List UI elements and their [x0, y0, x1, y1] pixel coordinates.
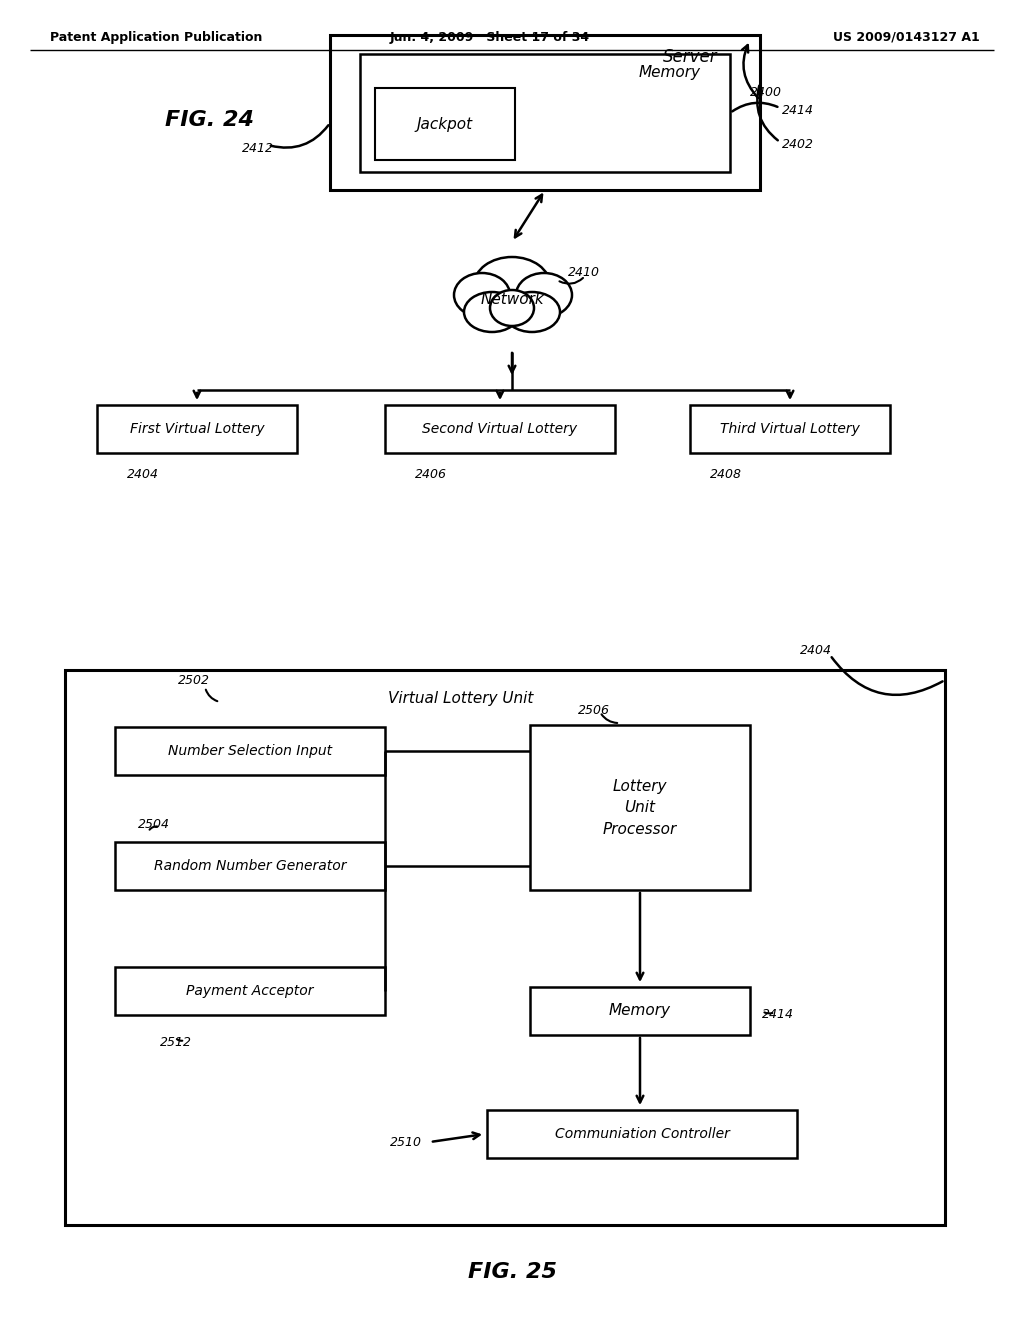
Text: 2502: 2502	[178, 673, 210, 686]
Text: Network: Network	[480, 293, 544, 308]
FancyBboxPatch shape	[690, 405, 890, 453]
Text: 2410: 2410	[568, 265, 600, 279]
FancyBboxPatch shape	[530, 987, 750, 1035]
Text: US 2009/0143127 A1: US 2009/0143127 A1	[834, 30, 980, 44]
Text: 2404: 2404	[800, 644, 831, 656]
FancyBboxPatch shape	[115, 842, 385, 890]
Text: Communiation Controller: Communiation Controller	[555, 1127, 729, 1140]
Text: Payment Acceptor: Payment Acceptor	[186, 983, 313, 998]
Text: 2512: 2512	[160, 1035, 193, 1048]
Text: Lottery: Lottery	[612, 779, 668, 793]
Text: 2414: 2414	[762, 1007, 794, 1020]
Text: 2414: 2414	[782, 103, 814, 116]
Text: 2510: 2510	[390, 1135, 422, 1148]
FancyBboxPatch shape	[65, 671, 945, 1225]
Text: Server: Server	[663, 48, 718, 66]
Text: Virtual Lottery Unit: Virtual Lottery Unit	[388, 690, 534, 705]
Text: FIG. 24: FIG. 24	[165, 110, 254, 129]
Text: Unit: Unit	[625, 800, 655, 816]
Text: Processor: Processor	[603, 822, 677, 837]
Text: Patent Application Publication: Patent Application Publication	[50, 30, 262, 44]
Text: Memory: Memory	[609, 1003, 671, 1019]
Ellipse shape	[490, 290, 534, 326]
FancyBboxPatch shape	[375, 88, 515, 160]
Ellipse shape	[454, 273, 510, 317]
Ellipse shape	[464, 292, 520, 333]
FancyBboxPatch shape	[115, 968, 385, 1015]
Text: 2402: 2402	[782, 139, 814, 152]
Text: Jackpot: Jackpot	[417, 116, 473, 132]
Text: 2400: 2400	[750, 86, 782, 99]
FancyBboxPatch shape	[385, 405, 615, 453]
Ellipse shape	[474, 257, 550, 313]
Text: 2408: 2408	[710, 469, 742, 482]
FancyBboxPatch shape	[97, 405, 297, 453]
FancyBboxPatch shape	[487, 1110, 797, 1158]
FancyBboxPatch shape	[530, 725, 750, 890]
Text: 2412: 2412	[242, 141, 274, 154]
FancyBboxPatch shape	[330, 36, 760, 190]
Text: 2504: 2504	[138, 818, 170, 832]
Ellipse shape	[504, 292, 560, 333]
Text: Number Selection Input: Number Selection Input	[168, 744, 332, 758]
Ellipse shape	[516, 273, 572, 317]
Text: Third Virtual Lottery: Third Virtual Lottery	[720, 422, 860, 436]
Text: Memory: Memory	[639, 65, 701, 79]
Text: Random Number Generator: Random Number Generator	[154, 859, 346, 873]
Text: 2406: 2406	[415, 469, 447, 482]
Text: First Virtual Lottery: First Virtual Lottery	[130, 422, 264, 436]
FancyBboxPatch shape	[115, 727, 385, 775]
Ellipse shape	[462, 271, 562, 330]
FancyBboxPatch shape	[360, 54, 730, 172]
Text: 2404: 2404	[127, 469, 159, 482]
Text: 2506: 2506	[578, 704, 610, 717]
Text: FIG. 25: FIG. 25	[468, 1262, 556, 1282]
Text: Jun. 4, 2009   Sheet 17 of 34: Jun. 4, 2009 Sheet 17 of 34	[390, 30, 590, 44]
Text: Second Virtual Lottery: Second Virtual Lottery	[423, 422, 578, 436]
